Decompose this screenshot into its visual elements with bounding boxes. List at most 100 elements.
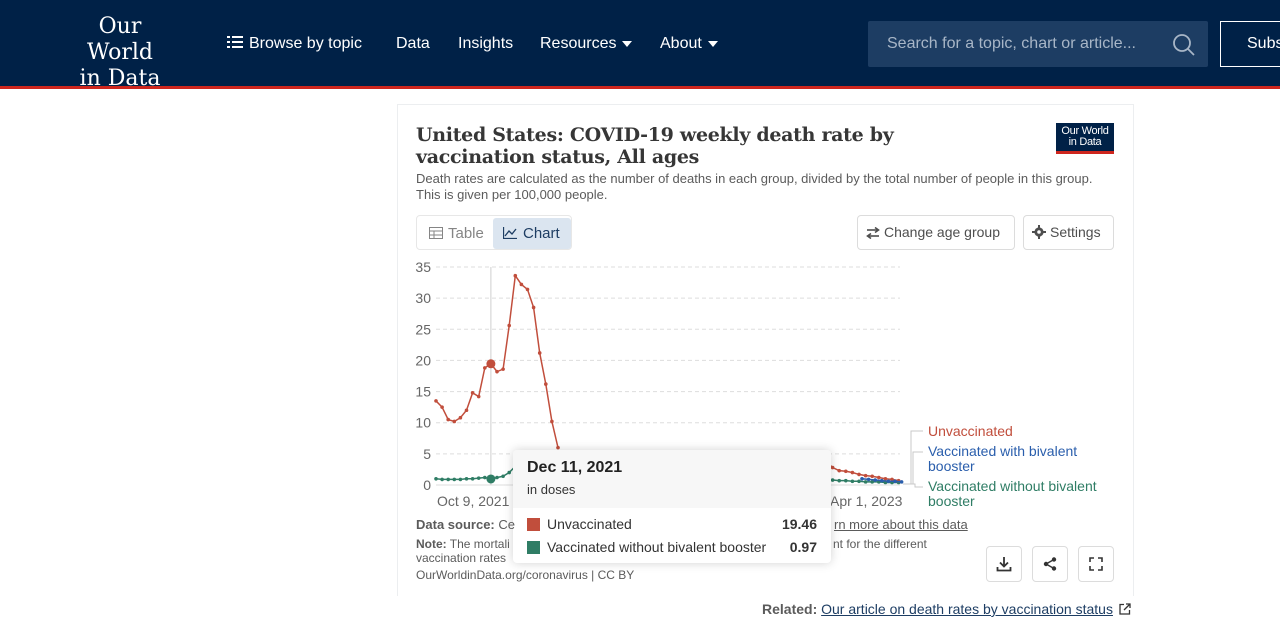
- chart-note: Note: The mortali: [416, 537, 510, 551]
- note-text-tail: nt for the different: [833, 537, 927, 551]
- nav-browse-by-topic[interactable]: Browse by topic: [227, 33, 362, 55]
- without-bivalent-tail-point: [830, 478, 835, 482]
- unvaccinated-tail-point: [863, 473, 868, 478]
- x-tick-label: Apr 1, 2023: [830, 493, 903, 509]
- unvaccinated-tail-point: [844, 469, 848, 474]
- nav-about[interactable]: About: [660, 33, 718, 55]
- chevron-down-icon: [707, 40, 718, 47]
- without-bivalent-point: [483, 475, 487, 480]
- without-bivalent-point: [470, 476, 475, 481]
- change-age-group-button[interactable]: Change age group: [857, 215, 1015, 250]
- unvaccinated-tail-point: [890, 477, 894, 482]
- search-box: [868, 21, 1208, 67]
- unvaccinated-tail-point: [857, 472, 861, 477]
- search-icon[interactable]: [1172, 33, 1196, 57]
- tooltip-row: Unvaccinated 19.46: [527, 516, 817, 534]
- chevron-down-icon: [622, 40, 633, 47]
- y-tick-label: 10: [415, 415, 431, 431]
- unvaccinated-point: [470, 391, 475, 395]
- without-bivalent-tail-point: [870, 480, 874, 484]
- share-icon: [1043, 557, 1057, 571]
- y-tick-label: 25: [415, 321, 431, 337]
- without-bivalent-point: [495, 475, 499, 480]
- with-bivalent-point: [860, 476, 864, 481]
- unvaccinated-tail-point: [883, 476, 888, 481]
- unvaccinated-tail-point: [877, 475, 881, 480]
- settings-button[interactable]: Settings: [1023, 215, 1114, 250]
- download-button[interactable]: [986, 546, 1022, 582]
- x-tick-label: Oct 9, 2021: [437, 493, 510, 509]
- with-bivalent-point: [893, 479, 897, 484]
- without-bivalent-tail-point: [863, 480, 868, 484]
- without-bivalent-tail-point: [850, 479, 855, 484]
- related-article-link[interactable]: Our article on death rates by vaccinatio…: [821, 601, 1113, 617]
- fullscreen-button[interactable]: [1078, 546, 1114, 582]
- unvaccinated-point: [440, 405, 444, 409]
- expand-icon: [1089, 557, 1103, 571]
- with-bivalent-point: [866, 477, 871, 482]
- table-icon: [429, 227, 443, 239]
- legend-label-without-bivalent: Vaccinated without bivalent: [928, 478, 1097, 494]
- without-bivalent-point: [446, 477, 451, 482]
- without-bivalent-point: [464, 476, 469, 481]
- y-tick-label: 5: [423, 446, 431, 462]
- subscribe-button[interactable]: Subscribe: [1220, 21, 1280, 67]
- without-bivalent-tail-point: [844, 478, 848, 483]
- tooltip-series-value: 0.97: [789, 539, 817, 555]
- attribution[interactable]: OurWorldinData.org/coronavirus | CC BY: [416, 568, 635, 582]
- gear-icon: [1032, 225, 1046, 239]
- unvaccinated-point: [452, 419, 457, 424]
- tab-table[interactable]: Table: [419, 218, 493, 249]
- note-text-line-2: vaccination rates: [416, 551, 507, 565]
- unvaccinated-tail-point: [870, 474, 874, 479]
- legend-label-with-bivalent: Vaccinated with bivalent: [928, 443, 1077, 459]
- without-bivalent-point: [434, 476, 438, 481]
- search-input[interactable]: [868, 21, 1168, 67]
- without-bivalent-point: [507, 470, 512, 475]
- unvaccinated-point: [525, 287, 530, 292]
- learn-more-link[interactable]: rn more about this data: [834, 517, 968, 532]
- chart-card: [397, 104, 1134, 596]
- tooltip-series-name: Unvaccinated: [547, 516, 632, 532]
- share-button[interactable]: [1032, 546, 1068, 582]
- with-bivalent-point: [886, 479, 891, 484]
- legend-label-unvaccinated: Unvaccinated: [928, 423, 1013, 439]
- unvaccinated-point: [537, 351, 542, 355]
- y-tick-label: 35: [415, 259, 431, 275]
- nav-about-label: About: [660, 35, 702, 52]
- unvaccinated-point: [550, 419, 554, 424]
- y-tick-label: 0: [423, 477, 431, 493]
- with-bivalent-point: [880, 478, 884, 483]
- download-icon: [996, 557, 1012, 572]
- without-bivalent-point: [476, 476, 481, 480]
- without-bivalent-tail-point: [857, 479, 861, 484]
- without-bivalent-point: [501, 474, 505, 479]
- with-bivalent-point: [899, 480, 904, 484]
- change-age-group-label: Change age group: [884, 224, 1000, 240]
- tooltip-series-value: 19.46: [781, 516, 817, 532]
- without-bivalent-point: [452, 477, 457, 482]
- unvaccinated-point: [544, 382, 548, 386]
- line-chart-icon: [502, 227, 517, 240]
- data-source-label: Data source:: [416, 517, 495, 532]
- legend-connector: [903, 483, 923, 488]
- unvaccinated-point: [531, 305, 536, 310]
- nav-resources[interactable]: Resources: [540, 33, 633, 55]
- without-bivalent-point: [440, 477, 444, 482]
- tooltip-date: Dec 11, 2021: [527, 459, 623, 476]
- owid-badge-logo[interactable]: Our World in Data: [1056, 123, 1114, 154]
- unvaccinated-point: [519, 282, 524, 287]
- tooltip-unit: in doses: [527, 482, 576, 497]
- view-tabs: Table Chart: [416, 215, 572, 250]
- unvaccinated-point: [464, 408, 469, 413]
- tab-chart-label: Chart: [523, 225, 560, 242]
- owid-logo[interactable]: Our World in Data: [64, 14, 176, 92]
- y-tick-label: 15: [415, 384, 431, 400]
- unvaccinated-point: [476, 394, 481, 399]
- nav-data[interactable]: Data: [396, 35, 430, 52]
- tooltip-row: Vaccinated without bivalent booster 0.97: [527, 539, 817, 557]
- nav-insights[interactable]: Insights: [458, 35, 514, 52]
- tab-chart[interactable]: Chart: [493, 218, 571, 249]
- unvaccinated-tail-point: [830, 465, 835, 470]
- external-link-icon[interactable]: [1119, 603, 1131, 615]
